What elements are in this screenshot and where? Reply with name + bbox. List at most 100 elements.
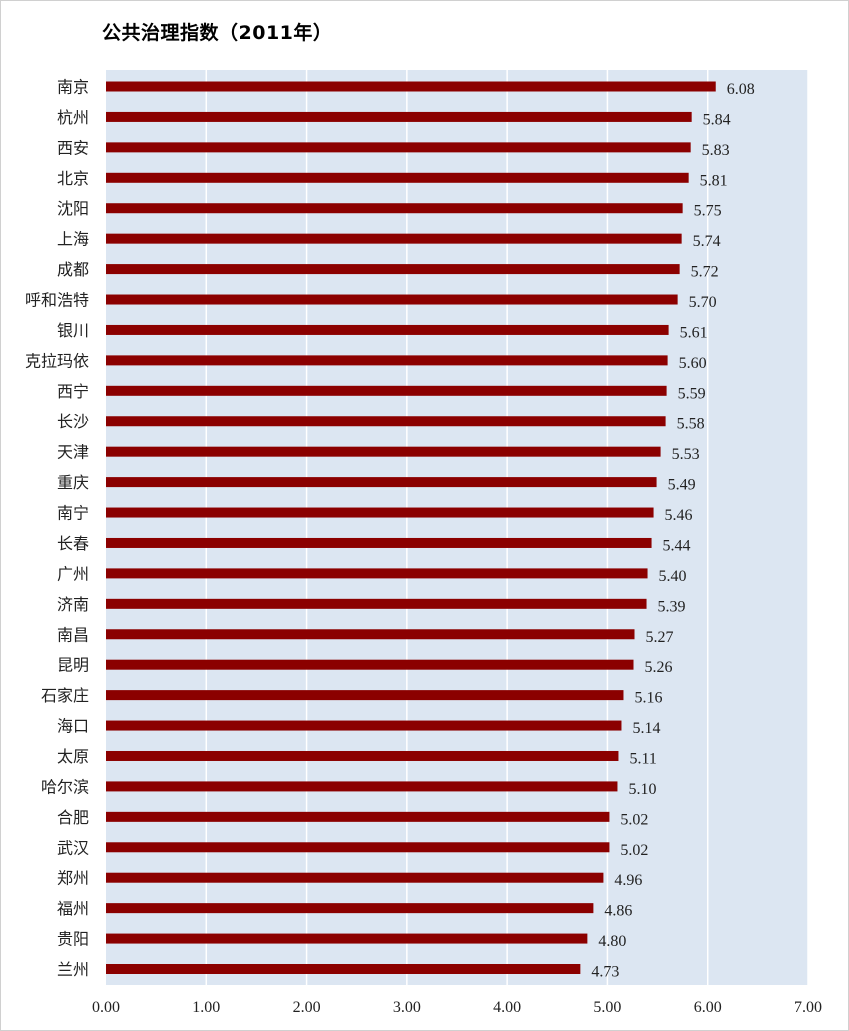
value-label: 5.16 <box>634 690 662 707</box>
x-tick-label: 0.00 <box>92 999 120 1016</box>
value-label: 5.75 <box>694 203 722 220</box>
value-label: 5.49 <box>668 477 696 494</box>
category-label: 济南 <box>57 595 89 614</box>
bar <box>106 690 624 701</box>
bar <box>106 781 618 792</box>
bar <box>106 264 680 275</box>
bar <box>106 416 666 427</box>
value-label: 5.40 <box>659 568 687 585</box>
x-tick-label: 2.00 <box>293 999 321 1016</box>
value-label: 4.73 <box>591 964 619 981</box>
category-label: 西宁 <box>57 382 89 401</box>
bar <box>106 324 669 335</box>
bar <box>106 811 610 822</box>
value-label: 5.44 <box>663 537 691 554</box>
category-label: 沈阳 <box>57 199 89 218</box>
value-label: 4.80 <box>598 933 626 950</box>
category-label: 长春 <box>57 534 89 553</box>
value-label: 5.14 <box>632 720 660 737</box>
value-label: 5.81 <box>700 172 728 189</box>
category-label: 南京 <box>57 78 89 97</box>
bar <box>106 903 594 914</box>
category-label: 成都 <box>57 260 89 279</box>
bar <box>106 842 610 853</box>
value-label: 4.96 <box>614 872 642 889</box>
category-label: 南宁 <box>57 504 89 523</box>
category-label: 贵阳 <box>57 930 89 949</box>
category-label: 石家庄 <box>41 686 89 705</box>
plot-area <box>106 70 808 985</box>
value-label: 5.02 <box>620 811 648 828</box>
category-label: 长沙 <box>57 412 89 431</box>
value-label: 4.86 <box>604 903 632 920</box>
x-tick-label: 5.00 <box>593 999 621 1016</box>
bar <box>106 629 635 640</box>
value-label: 5.27 <box>646 629 674 646</box>
category-label: 北京 <box>57 169 89 188</box>
bar <box>106 537 652 548</box>
bar <box>106 750 619 761</box>
bar <box>106 203 683 214</box>
category-label: 兰州 <box>57 960 89 979</box>
bar <box>106 81 716 92</box>
category-label: 银川 <box>57 321 89 340</box>
bar <box>106 142 691 153</box>
x-tick-label: 7.00 <box>794 999 822 1016</box>
category-label: 福州 <box>57 899 89 918</box>
category-label: 合肥 <box>57 808 89 827</box>
category-label: 武汉 <box>57 838 89 857</box>
value-label: 5.60 <box>679 355 707 372</box>
bar <box>106 964 581 974</box>
value-label: 5.61 <box>680 324 708 341</box>
x-tick-label: 4.00 <box>493 999 521 1016</box>
bar <box>106 933 588 944</box>
bar <box>106 477 657 488</box>
bar <box>106 385 667 396</box>
category-label: 上海 <box>57 230 89 249</box>
bar <box>106 355 668 366</box>
value-label: 5.83 <box>702 142 730 159</box>
category-label: 广州 <box>57 564 89 583</box>
bar <box>106 872 604 883</box>
bar <box>106 446 661 457</box>
value-label: 6.08 <box>727 81 755 98</box>
value-label: 5.46 <box>665 507 693 524</box>
value-label: 5.84 <box>703 111 731 128</box>
value-label: 5.58 <box>677 416 705 433</box>
category-label: 西安 <box>57 138 89 157</box>
bar <box>106 294 678 305</box>
bar <box>106 172 689 183</box>
category-label: 杭州 <box>57 108 89 127</box>
value-label: 5.70 <box>689 294 717 311</box>
category-label: 海口 <box>57 717 89 736</box>
bar <box>106 568 648 579</box>
value-label: 5.39 <box>658 598 686 615</box>
value-label: 5.26 <box>645 659 673 676</box>
chart-title: 公共治理指数（2011年） <box>102 22 333 44</box>
value-label: 5.11 <box>629 750 656 767</box>
value-label: 5.59 <box>678 385 706 402</box>
category-label: 克拉玛依 <box>25 351 89 370</box>
value-label: 5.72 <box>691 264 719 281</box>
bar <box>106 507 654 518</box>
bar <box>106 720 622 731</box>
value-label: 5.10 <box>628 781 656 798</box>
category-label: 南昌 <box>57 625 89 644</box>
category-label: 呼和浩特 <box>25 291 89 310</box>
x-tick-label: 3.00 <box>393 999 421 1016</box>
bar <box>106 598 647 609</box>
category-label: 天津 <box>57 443 89 462</box>
bar <box>106 233 682 244</box>
x-tick-label: 1.00 <box>192 999 220 1016</box>
category-label: 哈尔滨 <box>41 777 89 796</box>
bar <box>106 111 692 122</box>
category-label: 重庆 <box>57 473 89 492</box>
category-label: 昆明 <box>57 656 89 675</box>
bar <box>106 659 634 670</box>
x-tick-label: 6.00 <box>694 999 722 1016</box>
value-label: 5.74 <box>693 233 721 250</box>
value-label: 5.02 <box>620 842 648 859</box>
category-label: 太原 <box>57 747 89 766</box>
value-label: 5.53 <box>672 446 700 463</box>
